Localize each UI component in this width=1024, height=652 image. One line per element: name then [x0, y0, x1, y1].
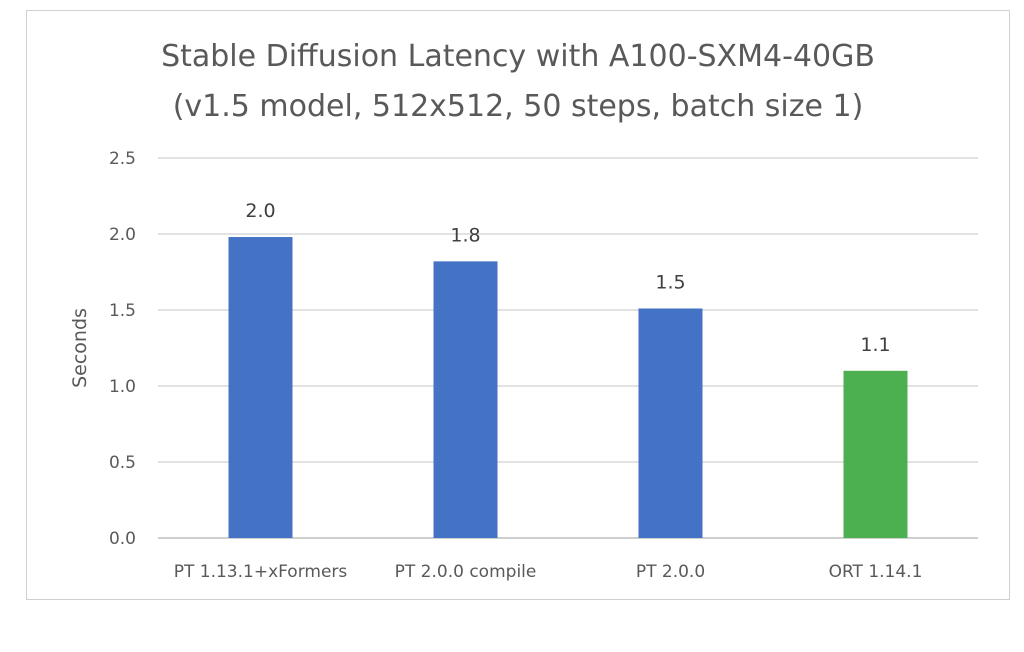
- y-axis-ticks: 0.0 0.5 1.0 1.5 2.0 2.5: [109, 149, 136, 549]
- y-axis-label: Seconds: [69, 308, 91, 388]
- chart-title: Stable Diffusion Latency with A100-SXM4-…: [161, 39, 875, 74]
- gridlines: [158, 157, 978, 539]
- y-tick-label: 1.0: [109, 377, 136, 397]
- y-tick-label: 2.0: [109, 225, 136, 245]
- data-label: 1.1: [860, 334, 890, 356]
- data-label: 1.8: [450, 224, 480, 246]
- x-tick-label: PT 1.13.1+xFormers: [174, 562, 348, 582]
- bar: [638, 308, 703, 538]
- bar: [433, 261, 498, 538]
- data-label: 1.5: [655, 271, 685, 293]
- x-axis-ticks: PT 1.13.1+xFormers PT 2.0.0 compile PT 2.0…: [174, 562, 923, 582]
- x-tick-label: ORT 1.14.1: [829, 562, 923, 582]
- x-tick-label: PT 2.0.0 compile: [395, 562, 537, 582]
- chart-subtitle: (v1.5 model, 512x512, 50 steps, batch si…: [172, 89, 864, 124]
- y-tick-label: 2.5: [109, 149, 136, 169]
- bars: [228, 237, 908, 539]
- bar: [228, 237, 293, 539]
- bar: [843, 370, 908, 538]
- data-label: 2.0: [245, 200, 275, 222]
- x-tick-label: PT 2.0.0: [636, 562, 705, 582]
- y-tick-label: 0.0: [109, 529, 136, 549]
- y-tick-label: 0.5: [109, 453, 136, 473]
- data-labels: 2.0 1.8 1.5 1.1: [245, 200, 890, 356]
- y-tick-label: 1.5: [109, 301, 136, 321]
